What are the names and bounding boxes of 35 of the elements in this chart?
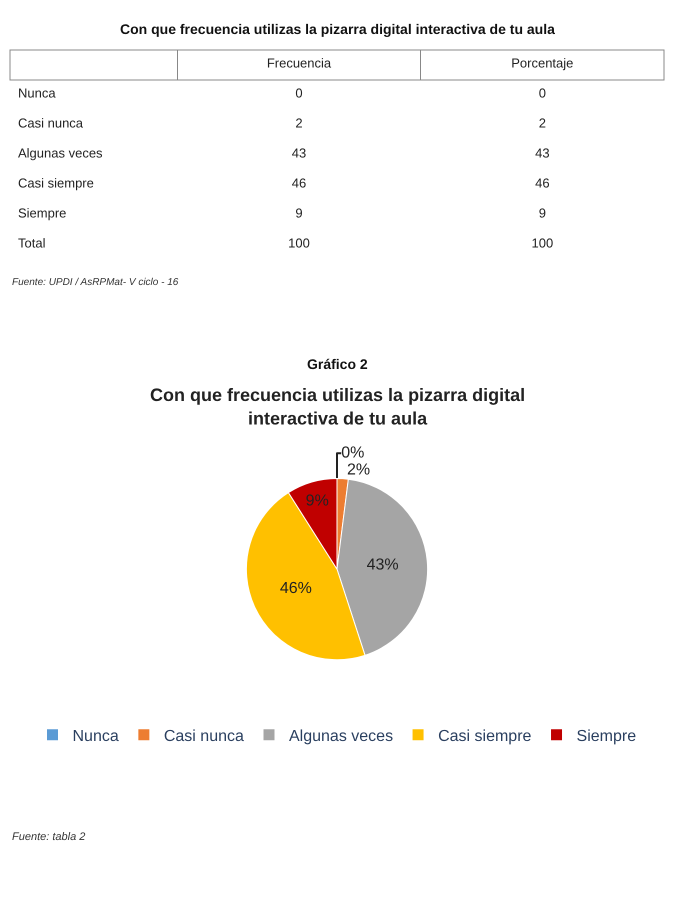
legend-label: Algunas veces [289,728,394,746]
category-label: Casi siempre [18,176,94,191]
legend-label: Nunca [72,728,119,746]
source-note: Fuente: UPDI / AsRPMat- V ciclo - 16 [12,277,179,288]
category-label: Siempre [18,206,66,221]
data-label: 2% [346,462,370,479]
data-label: 9% [306,492,329,510]
category-label: Total [18,236,46,251]
chart-title: Con que frecuencia utilizas la pizarra digital interactiva de tu aula [150,385,526,428]
text: Con que frecuencia utilizas la pizarra digital interactiva de tu aula [120,21,556,37]
data-label: 2 [295,116,303,131]
data-label: 43 [292,146,306,161]
chart-subtitle: Gráfico 2 [307,356,368,372]
data-label: 43 [535,146,550,161]
data-label: 100 [288,236,310,251]
data-label: 0 [295,86,303,101]
category-label: Nunca [18,86,56,101]
category-label: Algunas veces [18,146,104,161]
data-label: 0 [538,86,546,101]
data-label: 100 [531,236,554,251]
data-label: 46 [535,176,550,191]
legend-label: Siempre [576,728,636,746]
data-label: 46 [292,176,306,191]
data-label: 9 [538,206,546,221]
data-label: 2 [538,116,546,131]
category-label: Casi nunca [18,116,84,131]
data-label: 43% [366,556,399,574]
source-note: Fuente: tabla 2 [12,831,86,843]
text: Frecuencia [266,56,332,71]
legend-label: Casi siempre [438,728,532,746]
data-label: 9 [295,206,303,221]
text: Porcentaje [511,56,574,71]
text: 0% [341,444,364,462]
legend-label: Casi nunca [164,728,244,746]
data-label: 46% [280,580,312,597]
